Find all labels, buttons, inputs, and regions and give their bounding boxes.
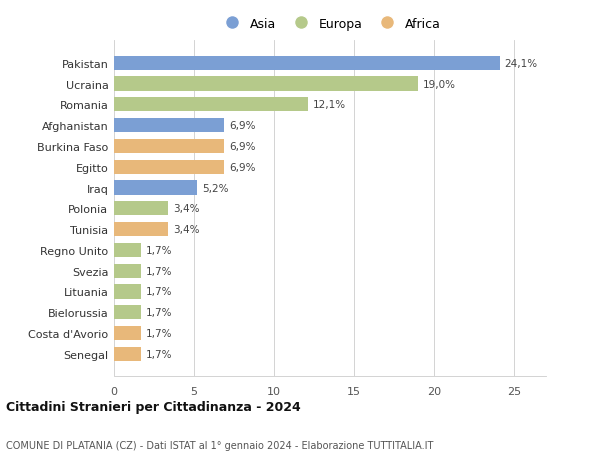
Bar (114, 264, 141, 278)
Bar (114, 285, 141, 299)
Text: 6,9%: 6,9% (229, 162, 256, 172)
Bar (114, 77, 418, 91)
Bar (114, 223, 169, 237)
Text: 1,7%: 1,7% (146, 266, 173, 276)
Text: 1,7%: 1,7% (146, 328, 173, 338)
Bar (114, 243, 141, 257)
Text: 19,0%: 19,0% (423, 79, 456, 90)
Text: 1,7%: 1,7% (146, 308, 173, 318)
Text: 1,7%: 1,7% (146, 349, 173, 359)
Bar (114, 306, 141, 319)
Bar (114, 140, 224, 154)
Text: 6,9%: 6,9% (229, 142, 256, 151)
Text: COMUNE DI PLATANIA (CZ) - Dati ISTAT al 1° gennaio 2024 - Elaborazione TUTTITALI: COMUNE DI PLATANIA (CZ) - Dati ISTAT al … (6, 440, 433, 450)
Bar (114, 326, 141, 341)
Text: 5,2%: 5,2% (202, 183, 229, 193)
Text: 1,7%: 1,7% (146, 287, 173, 297)
Bar (114, 56, 500, 71)
Bar (114, 98, 308, 112)
Legend: Asia, Europa, Africa: Asia, Europa, Africa (216, 14, 444, 34)
Text: 3,4%: 3,4% (173, 224, 200, 235)
Text: Cittadini Stranieri per Cittadinanza - 2024: Cittadini Stranieri per Cittadinanza - 2… (6, 400, 301, 413)
Text: 12,1%: 12,1% (313, 100, 346, 110)
Bar (114, 347, 141, 361)
Bar (114, 119, 224, 133)
Text: 6,9%: 6,9% (229, 121, 256, 131)
Text: 3,4%: 3,4% (173, 204, 200, 214)
Bar (114, 202, 169, 216)
Bar (114, 160, 224, 174)
Bar (114, 181, 197, 195)
Text: 24,1%: 24,1% (505, 59, 538, 68)
Text: 1,7%: 1,7% (146, 246, 173, 255)
